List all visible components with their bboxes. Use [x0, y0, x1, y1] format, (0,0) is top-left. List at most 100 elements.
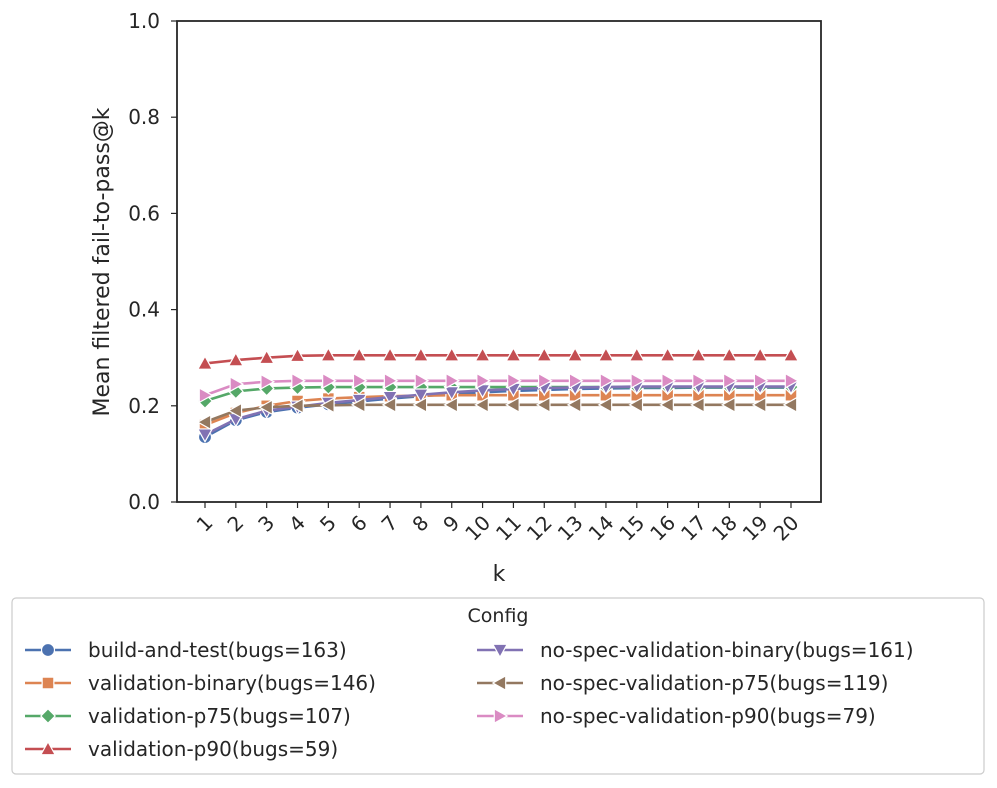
x-tick-label: 13	[553, 511, 588, 546]
legend-item: no-spec-validation-p75(bugs=119)	[477, 671, 888, 695]
legend-item: validation-p75(bugs=107)	[25, 704, 351, 728]
legend-label: no-spec-validation-p90(bugs=79)	[540, 704, 876, 728]
legend-item: no-spec-validation-p90(bugs=79)	[477, 704, 876, 728]
data-point	[412, 396, 428, 414]
data-point	[753, 372, 769, 389]
legend-label: no-spec-validation-binary(bugs=161)	[540, 638, 914, 662]
data-point	[227, 351, 245, 367]
data-point	[443, 346, 460, 362]
data-point	[659, 346, 676, 362]
data-point	[322, 372, 337, 389]
plot-area	[196, 346, 800, 445]
legend-label: no-spec-validation-p75(bugs=119)	[540, 671, 888, 695]
data-point	[289, 347, 306, 363]
data-point	[443, 396, 459, 414]
legend-label: build-and-test(bugs=163)	[88, 638, 347, 662]
x-tick-label: 3	[253, 511, 279, 537]
data-point	[196, 355, 214, 370]
y-tick-label: 0.4	[128, 298, 160, 322]
legend-marker	[40, 708, 56, 724]
data-point	[782, 396, 798, 414]
data-point	[721, 346, 738, 362]
legend-item: no-spec-validation-binary(bugs=161)	[477, 638, 914, 662]
data-point	[351, 346, 368, 362]
data-point	[260, 373, 276, 390]
y-tick-label: 1.0	[128, 9, 160, 33]
data-point	[289, 397, 304, 414]
x-tick-label: 9	[438, 511, 464, 537]
data-point	[690, 346, 707, 362]
series-validation-p90(bugs=59)	[196, 346, 800, 370]
x-tick-label: 17	[676, 511, 711, 546]
data-point	[597, 396, 613, 414]
legend-title: Config	[468, 605, 529, 627]
data-point	[630, 372, 646, 389]
x-tick-label: 19	[738, 511, 773, 546]
data-point	[414, 372, 430, 389]
data-point	[537, 372, 553, 389]
series-no-spec-validation-p90(bugs=79)	[198, 372, 800, 404]
legend-item: build-and-test(bugs=163)	[25, 638, 347, 662]
data-point	[381, 346, 399, 362]
series-no-spec-validation-binary(bugs=161)	[196, 380, 800, 444]
data-point	[720, 396, 736, 414]
data-point	[227, 402, 243, 419]
series-no-spec-validation-p75(bugs=119)	[196, 396, 798, 431]
legend-marker	[39, 740, 57, 756]
legend-marker	[491, 674, 507, 692]
x-tick-label: 10	[460, 511, 495, 546]
x-axis-label: k	[493, 562, 506, 587]
x-tick-label: 12	[522, 511, 557, 546]
x-tick-label: 1	[192, 511, 218, 537]
y-tick-label: 0.6	[128, 201, 160, 225]
data-point	[535, 396, 551, 414]
data-point	[381, 390, 399, 406]
data-point	[229, 375, 245, 393]
legend-marker	[491, 643, 509, 659]
data-point	[196, 413, 212, 431]
data-point	[568, 372, 584, 389]
data-point	[690, 396, 705, 414]
data-point	[628, 396, 644, 414]
data-point	[751, 346, 769, 362]
data-point	[597, 346, 615, 362]
data-point	[319, 397, 335, 414]
plot-frame	[176, 20, 822, 503]
data-point	[784, 372, 800, 389]
data-point	[320, 346, 337, 362]
data-point	[258, 349, 275, 365]
y-tick-label: 0.0	[128, 490, 160, 514]
data-point	[566, 346, 584, 362]
x-tick-label: 15	[614, 511, 649, 546]
x-tick-label: 14	[584, 511, 619, 546]
data-point	[291, 372, 306, 389]
x-tick-label: 20	[769, 511, 804, 546]
y-tick-label: 0.2	[128, 394, 160, 418]
data-point	[722, 372, 738, 389]
data-point	[350, 396, 366, 414]
legend: Config build-and-test(bugs=163) validatio…	[11, 597, 985, 775]
legend-label: validation-p90(bugs=59)	[88, 737, 338, 761]
data-point	[599, 372, 615, 389]
data-point	[628, 346, 645, 362]
data-point	[412, 388, 430, 404]
data-point	[782, 346, 800, 362]
x-tick-label: 5	[315, 511, 341, 537]
data-point	[659, 396, 674, 414]
data-point	[445, 372, 461, 389]
data-point	[661, 372, 677, 389]
legend-marker	[40, 642, 56, 658]
y-tick-label: 0.8	[128, 105, 160, 129]
x-tick-label: 4	[284, 511, 310, 537]
data-point	[412, 346, 430, 362]
data-point	[383, 372, 399, 389]
data-point	[566, 396, 582, 414]
data-point	[507, 372, 522, 389]
y-axis: 0.0 0.2 0.4 0.6 0.8 1.0	[128, 9, 177, 514]
legend-marker	[41, 676, 55, 690]
legend-label: validation-binary(bugs=146)	[88, 671, 376, 695]
data-point	[196, 428, 214, 444]
data-point	[443, 386, 460, 401]
data-point	[352, 372, 368, 389]
